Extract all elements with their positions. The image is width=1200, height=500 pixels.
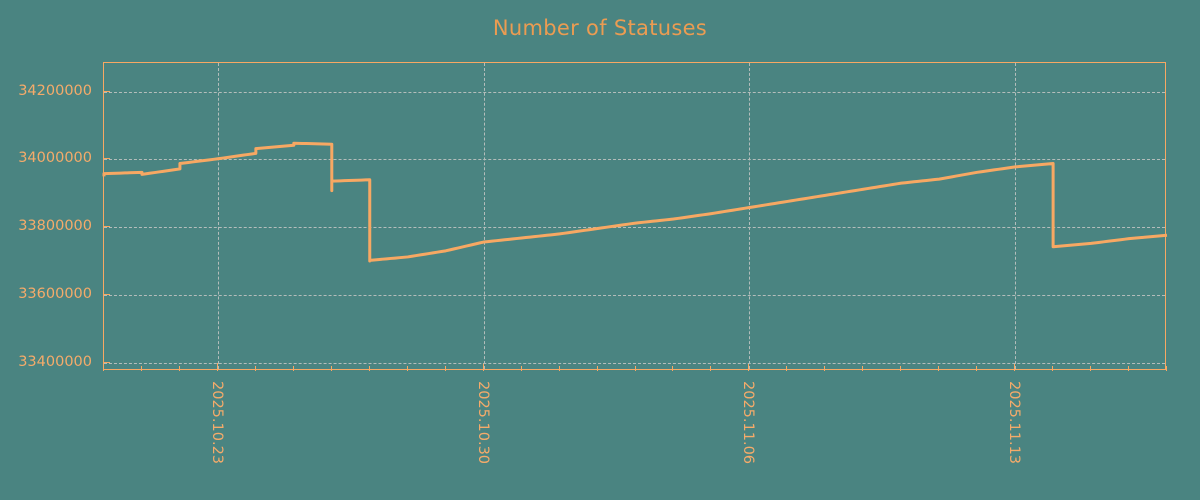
x-axis-tick-mark-minor (634, 366, 636, 371)
gridline-horizontal (104, 91, 1165, 93)
plot-area (102, 62, 1168, 370)
gridline-horizontal (104, 159, 1165, 161)
y-axis-tick-mark (103, 226, 110, 228)
x-axis-tick-mark-minor (938, 366, 940, 371)
x-axis-tick-mark-major (216, 363, 218, 371)
y-axis-tick-mark (103, 158, 110, 160)
x-axis-tick-mark-minor (444, 366, 446, 371)
y-axis-tick-mark (103, 90, 110, 92)
gridline-vertical (749, 63, 751, 369)
x-axis-tick-mark-major (482, 363, 484, 371)
y-axis-tick-mark (103, 293, 110, 295)
x-axis-tick-mark-minor (178, 366, 180, 371)
x-axis-tick-mark-minor (596, 366, 598, 371)
x-axis-tick-mark-minor (976, 366, 978, 371)
gridline-vertical (1015, 63, 1017, 369)
x-axis-tick-mark-minor (786, 366, 788, 371)
x-axis-tick-mark-minor (1090, 366, 1092, 371)
x-axis-tick-mark-minor (558, 366, 560, 371)
x-axis-tick-mark-minor (292, 366, 294, 371)
y-axis-tick-label: 34000000 (18, 150, 92, 167)
x-axis-tick-mark-minor (1166, 366, 1167, 371)
gridline-vertical (483, 63, 485, 369)
x-axis-tick-mark-minor (254, 366, 256, 371)
gridline-vertical (217, 63, 219, 369)
x-axis-tick-mark-minor (672, 366, 674, 371)
gridline-horizontal (104, 362, 1165, 364)
x-axis-tick-mark-major (748, 363, 750, 371)
x-axis-tick-mark-major (1014, 363, 1016, 371)
x-axis-tick-mark-minor (862, 366, 864, 371)
x-axis-tick-label: 2025.10.23 (208, 381, 225, 465)
series-line-number-of-statuses (102, 141, 1168, 263)
y-axis-tick-mark (103, 361, 110, 363)
x-axis-tick-mark-minor (1052, 366, 1054, 371)
x-axis-tick-mark-minor (900, 366, 902, 371)
y-axis-tick-label: 33400000 (18, 353, 92, 370)
x-axis-tick-mark-minor (406, 366, 408, 371)
x-axis-tick-mark-minor (824, 366, 826, 371)
gridline-horizontal (104, 294, 1165, 296)
x-axis-tick-mark-minor (140, 366, 142, 371)
chart-title: Number of Statuses (492, 16, 708, 40)
y-axis-tick-label: 33800000 (18, 218, 92, 235)
x-axis-tick-mark-minor (368, 366, 370, 371)
x-axis-tick-mark-minor (710, 366, 712, 371)
gridline-horizontal (104, 227, 1165, 229)
y-axis-tick-label: 34200000 (18, 82, 92, 99)
x-axis-tick-mark-minor (1128, 366, 1130, 371)
x-axis-tick-mark-minor (520, 366, 522, 371)
x-axis-tick-label: 2025.11.06 (740, 381, 757, 465)
x-axis-tick-mark-minor (330, 366, 332, 371)
x-axis-tick-label: 2025.11.13 (1006, 381, 1023, 465)
y-axis-tick-label: 33600000 (18, 285, 92, 302)
x-axis-tick-label: 2025.10.30 (474, 381, 491, 465)
